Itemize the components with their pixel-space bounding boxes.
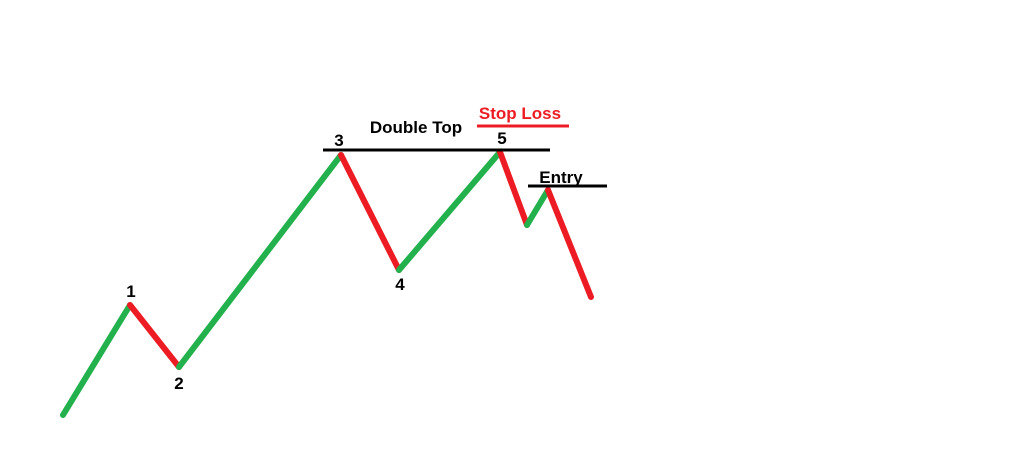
down-leg-entry-to-end: [545, 187, 594, 300]
double-top-label: Double Top: [370, 118, 462, 137]
up-leg-2-to-3: [176, 152, 344, 370]
price-path: [60, 149, 594, 418]
up-leg-4-to-5: [396, 149, 503, 273]
up-leg-pullback-to-entry: [524, 187, 551, 228]
down-leg-3-to-4: [338, 152, 402, 273]
up-leg-start-to-1: [60, 302, 133, 418]
point-label-4: 4: [395, 275, 405, 294]
point-label-5: 5: [497, 129, 506, 148]
down-leg-5-to-pullback: [497, 149, 530, 228]
point-label-1: 1: [126, 282, 135, 301]
point-label-3: 3: [334, 131, 343, 150]
stop-loss-label: Stop Loss: [479, 104, 561, 123]
down-leg-1-to-2: [127, 302, 182, 370]
entry-label: Entry: [539, 168, 583, 187]
point-label-2: 2: [174, 374, 183, 393]
